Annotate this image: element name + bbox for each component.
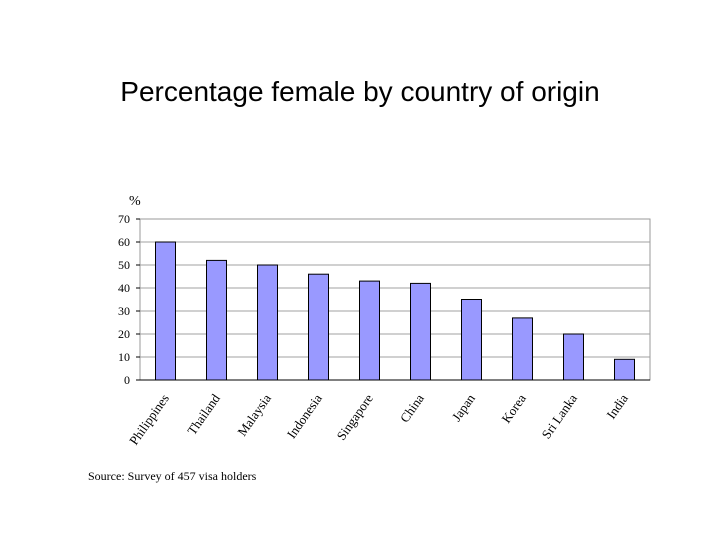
x-axis-category-labels: Philippines Thailand Malaysia Indonesia Sing… [126,391,631,448]
bar-thailand [206,259,227,381]
y-tick-label: 50 [118,258,130,272]
y-tick-label: 40 [118,281,130,295]
y-tick-label: 30 [118,304,130,318]
x-category-label: Philippines [126,391,172,448]
x-category-label: China [397,391,427,425]
y-axis-tick-labels: 0 10 20 30 40 50 60 70 [118,212,140,387]
x-category-label: Singapore [333,391,376,443]
y-axis-unit-label: % [129,194,141,209]
x-category-label: India [603,391,631,422]
slide-title: Percentage female by country of origin [120,76,600,107]
y-tick-label: 0 [124,373,130,387]
y-tick-label: 20 [118,327,130,341]
bar-japan [461,299,482,381]
bar-malaysia [257,264,278,381]
x-category-label: Malaysia [234,391,274,439]
y-tick-label: 60 [118,235,130,249]
x-category-label: Korea [498,391,529,426]
y-tick-label: 10 [118,350,130,364]
x-category-label: Indonesia [284,391,325,441]
bar-china [410,282,431,381]
bar-korea [512,317,533,381]
x-category-label: Thailand [184,391,223,438]
bar-singapore [359,280,380,381]
chart-source-note: Source: Survey of 457 visa holders [88,469,257,483]
bars [155,241,635,381]
y-tick-label: 70 [118,212,130,226]
bar-india [614,358,635,381]
bar-sri-lanka [563,333,584,381]
bar-philippines [155,241,176,381]
x-category-label: Japan [449,391,479,424]
x-category-label: Sri Lanka [538,391,580,441]
bar-indonesia [308,273,329,381]
